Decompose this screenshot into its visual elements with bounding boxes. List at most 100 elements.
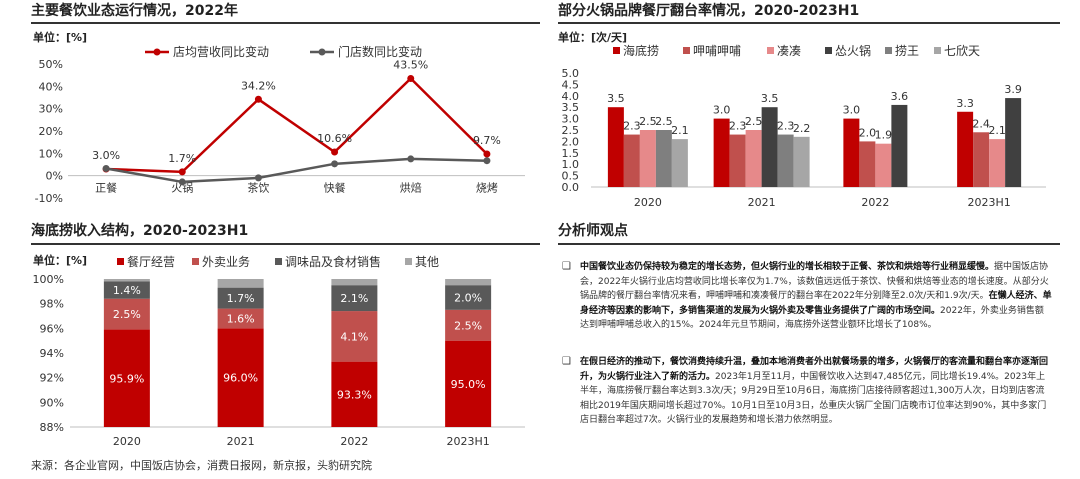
- series-line-0: [106, 76, 488, 174]
- bar: [777, 134, 794, 187]
- bullet-icon: ❑: [562, 356, 571, 367]
- data-label: 2.2: [793, 122, 811, 135]
- y-tick-label: 100%: [33, 273, 64, 286]
- bl-stacked-chart: 88% 90% 92% 94% 96% 98% 100% 95.9% 2.5% 1.4% 2020 9…: [33, 254, 525, 448]
- legend-marker: [318, 48, 326, 56]
- tl-rule: [31, 22, 540, 24]
- y-tick-label: 5.0: [562, 67, 580, 80]
- y-tick-label: 50%: [39, 58, 63, 71]
- y-tick-label: 4.0: [562, 90, 580, 103]
- data-label: 1.6%: [227, 312, 255, 325]
- data-label: 34.2%: [241, 79, 276, 92]
- legend-label: 怂火锅: [835, 43, 871, 58]
- data-label: 3.6: [891, 90, 909, 103]
- tr-unit: 单位：[次/天]: [558, 31, 628, 44]
- legend-label: 调味品及食材销售: [285, 254, 381, 269]
- x-tick-label: 2020: [113, 435, 141, 448]
- tr-rule: [558, 22, 1060, 24]
- y-tick-label: 98%: [40, 298, 64, 311]
- analyst-paragraph-2: ❑ 在假日经济的推动下，餐饮消费持续升温，叠加本地消费者外出就餐场景的增多，火锅…: [562, 355, 1052, 428]
- stacked-segment: [331, 285, 378, 312]
- bar: [989, 139, 1006, 187]
- legend-label: 捞王: [895, 44, 919, 58]
- legend-swatch: [192, 258, 199, 265]
- y-tick-label: 3.0: [562, 113, 580, 126]
- data-label: 1.7%: [227, 292, 255, 305]
- data-label: 2.3: [777, 120, 795, 133]
- x-tick-label: 2022: [861, 196, 889, 209]
- data-label: 93.3%: [337, 388, 372, 401]
- x-tick-label: 茶饮: [247, 182, 269, 195]
- analyst-rule: [558, 243, 1060, 245]
- stacked-segment: [103, 298, 150, 330]
- y-tick-label: 90%: [40, 396, 64, 409]
- y-tick-label: 0.5: [562, 170, 580, 183]
- data-point: [178, 178, 186, 186]
- data-label: 1.4%: [113, 284, 141, 297]
- data-point: [407, 155, 415, 163]
- data-label: 2.5: [655, 115, 673, 128]
- legend-label: 外卖业务: [202, 254, 250, 269]
- stacked-segment: [331, 361, 378, 427]
- tl-unit: 单位：[%]: [33, 31, 88, 44]
- stacked-segment: [103, 279, 150, 282]
- p1-bold: 中国餐饮业态仍保持较为稳定的增长态势，但火锅行业的增长相较于正餐、茶饮和烘焙等行…: [580, 262, 995, 272]
- bar: [639, 130, 656, 187]
- data-label: 2.3: [623, 120, 641, 133]
- data-label: 2.1: [671, 124, 689, 137]
- x-tick-label: 烘焙: [400, 181, 422, 195]
- x-tick-label: 火锅: [171, 182, 193, 195]
- x-tick-label: 2021: [227, 435, 255, 448]
- bar: [623, 134, 640, 187]
- legend-marker: [153, 48, 161, 56]
- data-label: 3.3: [956, 97, 974, 110]
- p2-bold: 在假日经济的推动下，餐饮消费持续升温，叠加本地消费者外出就餐场景的增多，火锅餐厅…: [580, 357, 1049, 382]
- data-label: 95.9%: [109, 372, 144, 385]
- bar: [729, 134, 746, 187]
- bar: [957, 111, 974, 187]
- bar: [793, 136, 810, 187]
- legend-swatch: [117, 258, 124, 265]
- bar: [843, 118, 860, 187]
- legend-swatch: [405, 258, 412, 265]
- legend-label: 其他: [415, 255, 439, 269]
- x-tick-label: 2023H1: [446, 435, 489, 448]
- data-label: 96.0%: [223, 372, 258, 385]
- bar: [713, 118, 730, 187]
- x-tick-label: 烧烤: [476, 181, 498, 195]
- stacked-segment: [103, 281, 150, 299]
- data-point: [407, 75, 415, 83]
- bl-rule: [31, 243, 540, 245]
- bar: [973, 132, 990, 187]
- p2-text: 2023年1月至11月，中国餐饮收入达到47,485亿元，同比增长19.4%。2…: [580, 371, 1047, 426]
- y-tick-label: 2.5: [562, 124, 580, 137]
- p1-text: 据中国饭店协会，2022年火锅行业店均营收同比增长率仅为1.7%，该数值远远低于…: [580, 262, 1049, 302]
- stacked-segment: [217, 308, 264, 329]
- data-label: 3.0: [843, 104, 861, 117]
- data-label: 2.3: [729, 120, 747, 133]
- data-label: 2.1: [988, 124, 1006, 137]
- tl-title: 主要餐饮业态运行情况，2022年: [31, 3, 238, 19]
- bar: [875, 143, 892, 187]
- y-tick-label: 30%: [39, 103, 63, 116]
- data-label: 3.0%: [92, 149, 120, 162]
- tr-title: 部分火锅品牌餐厅翻台率情况，2020-2023H1: [558, 3, 860, 19]
- legend-label: 七欣天: [944, 44, 980, 58]
- y-tick-label: 88%: [40, 421, 64, 434]
- legend-label: 店均营收同比变动: [173, 44, 269, 59]
- bl-title: 海底捞收入结构，2020-2023H1: [31, 223, 249, 239]
- data-label: 2.5: [639, 115, 657, 128]
- analyst-paragraph-1: ❑ 中国餐饮业态仍保持较为稳定的增长态势，但火锅行业的增长相较于正餐、茶饮和烘焙…: [562, 260, 1052, 333]
- bar: [1005, 98, 1022, 187]
- data-label: 4.1%: [340, 330, 368, 343]
- data-label: 2.5%: [113, 308, 141, 321]
- data-label: 2.0: [859, 126, 877, 139]
- legend-swatch: [613, 47, 620, 54]
- bar: [671, 139, 688, 187]
- y-tick-label: 1.5: [562, 147, 580, 160]
- analyst-title: 分析师观点: [558, 223, 628, 239]
- x-tick-label: 2020: [634, 196, 662, 209]
- y-tick-label: 92%: [40, 372, 64, 385]
- data-label: 3.5: [761, 92, 779, 105]
- legend-label: 凑凑: [777, 44, 801, 58]
